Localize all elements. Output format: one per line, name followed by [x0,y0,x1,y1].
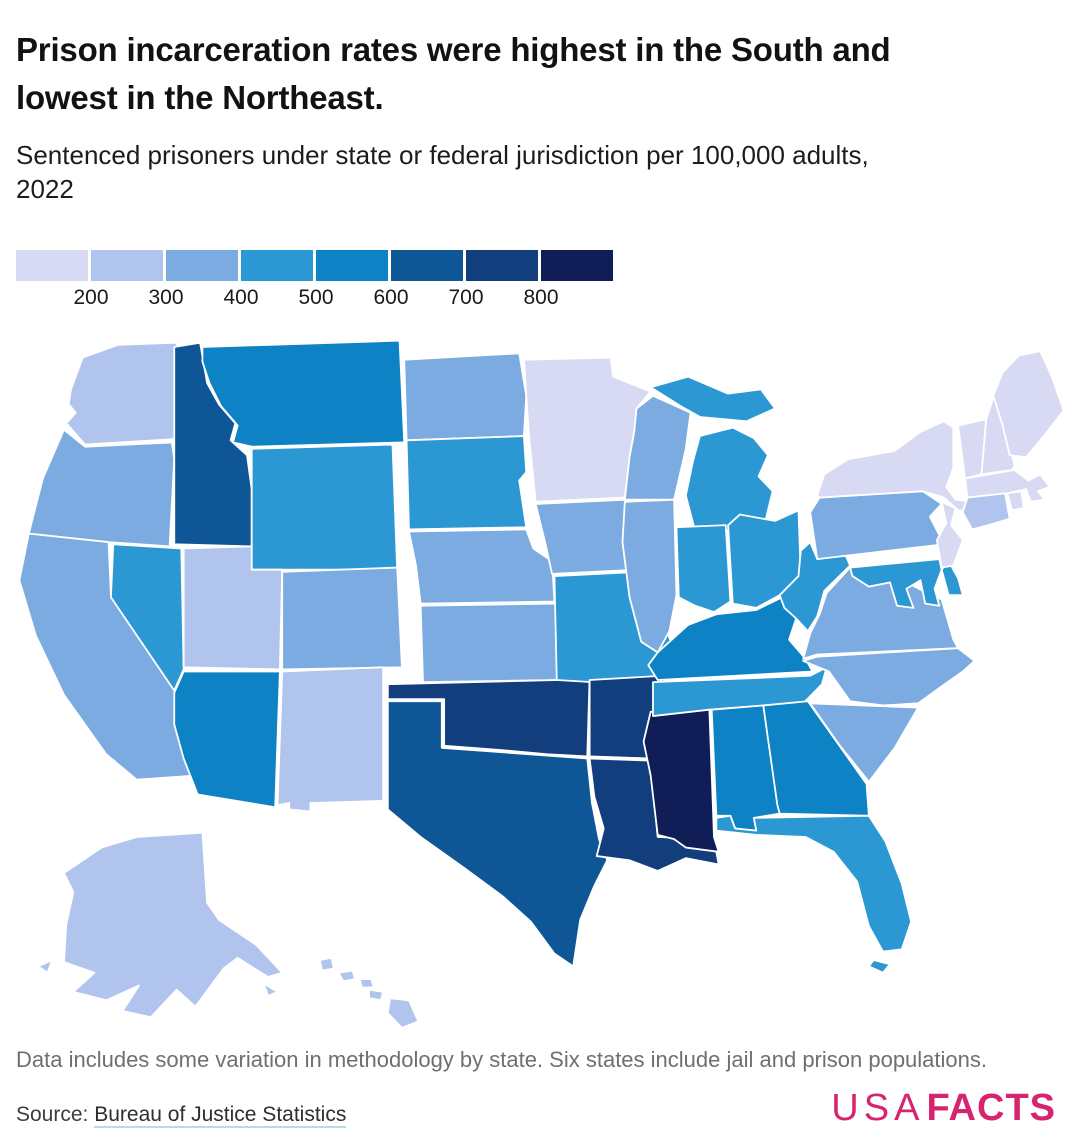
source-label: Source: [16,1102,95,1126]
state-nm[interactable] [278,668,384,812]
state-mt[interactable] [202,341,404,447]
state-ks[interactable] [421,604,564,682]
state-sd[interactable] [407,436,527,529]
usafacts-logo-usa: USA [831,1086,925,1129]
methodology-note: Data includes some variation in methodol… [16,1047,987,1073]
legend-swatch-0 [16,250,88,282]
us-map-svg [10,330,1066,1030]
state-me[interactable] [993,352,1063,458]
legend-tick-label: 400 [223,286,259,310]
legend-tick-label: 800 [523,286,559,310]
page-subtitle-line1: Sentenced prisoners under state or feder… [16,139,869,170]
color-legend: 200 300 400 500 600 700 800 [16,250,636,316]
state-hi[interactable] [320,958,419,1028]
legend-swatch-6 [466,250,538,282]
state-in[interactable] [676,525,730,612]
legend-swatches [16,250,636,282]
state-mi[interactable] [651,377,775,532]
state-ct[interactable] [963,494,1010,530]
state-az[interactable] [174,672,280,808]
state-ut[interactable] [184,547,283,670]
state-nc[interactable] [803,648,974,705]
state-ri[interactable] [1007,492,1023,511]
state-nj[interactable] [937,502,963,568]
state-ne[interactable] [409,530,554,604]
legend-swatch-3 [241,250,313,282]
source-row: Source: Bureau of Justice Statistics USA… [16,1089,1064,1128]
state-md[interactable] [850,559,942,608]
state-ky[interactable] [648,598,812,681]
legend-tick-label: 500 [298,286,334,310]
state-fl[interactable] [716,816,911,973]
legend-tick-label: 600 [373,286,409,310]
source-line: Source: Bureau of Justice Statistics [16,1102,347,1128]
state-tx[interactable] [388,702,607,967]
state-pa[interactable] [810,492,944,560]
legend-swatch-1 [91,250,163,282]
legend-tick-label: 300 [148,286,184,310]
legend-labels: 200 300 400 500 600 700 800 [16,286,636,316]
legend-swatch-5 [391,250,463,282]
legend-swatch-2 [166,250,238,282]
states-group [19,341,1063,1028]
legend-tick-label: 200 [73,286,109,310]
usafacts-logo[interactable]: USAFACTS [831,1089,1056,1127]
source-link[interactable]: Bureau of Justice Statistics [94,1102,347,1128]
page-subtitle-line2: 2022 [16,174,74,204]
state-co[interactable] [282,568,402,670]
page-title: Prison incarceration rates were highest … [16,26,1026,122]
state-or[interactable] [29,430,174,547]
state-nd[interactable] [404,354,526,441]
us-choropleth-map [10,330,1064,1030]
page-title-line1: Prison incarceration rates were highest … [16,31,891,68]
page-title-line2: lowest in the Northeast. [16,78,384,116]
page-subtitle: Sentenced prisoners under state or feder… [16,138,1016,207]
state-wv[interactable] [780,542,850,631]
state-ak[interactable] [38,833,282,1018]
state-wa[interactable] [66,343,183,445]
usafacts-logo-facts: FACTS [926,1086,1056,1129]
legend-swatch-7 [541,250,613,282]
state-ms[interactable] [644,708,719,852]
state-wy[interactable] [252,445,397,570]
legend-tick-label: 700 [448,286,484,310]
legend-swatch-4 [316,250,388,282]
state-ny[interactable] [817,422,1000,513]
